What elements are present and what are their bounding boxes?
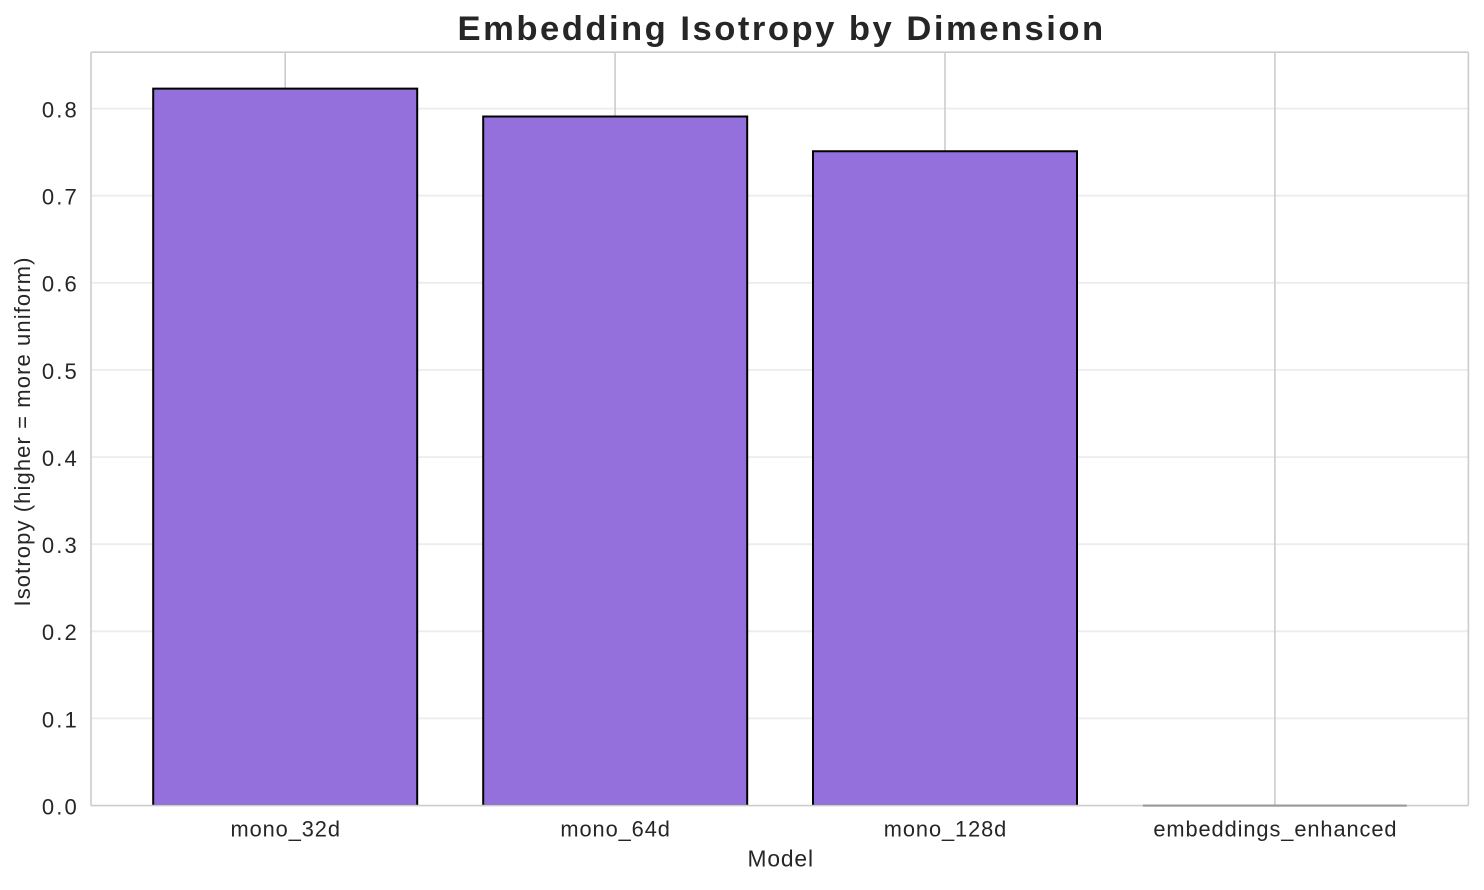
svg-text:Isotropy (higher = more unifor: Isotropy (higher = more uniform): [10, 256, 35, 606]
svg-text:0.6: 0.6: [42, 272, 79, 297]
svg-text:mono_64d: mono_64d: [560, 816, 670, 841]
svg-text:0.2: 0.2: [42, 620, 79, 645]
svg-text:0.3: 0.3: [42, 533, 79, 558]
svg-text:Embedding Isotropy by Dimensio: Embedding Isotropy by Dimension: [458, 10, 1106, 48]
svg-text:Model: Model: [748, 846, 814, 872]
svg-text:mono_32d: mono_32d: [231, 816, 341, 841]
svg-text:embeddings_enhanced: embeddings_enhanced: [1153, 816, 1397, 841]
svg-text:0.1: 0.1: [42, 707, 79, 732]
svg-text:0.7: 0.7: [42, 185, 79, 210]
svg-text:0.5: 0.5: [42, 359, 79, 384]
svg-text:mono_128d: mono_128d: [884, 816, 1007, 841]
svg-text:0.4: 0.4: [42, 446, 79, 471]
svg-text:0.0: 0.0: [42, 794, 79, 819]
svg-text:0.8: 0.8: [42, 98, 79, 123]
